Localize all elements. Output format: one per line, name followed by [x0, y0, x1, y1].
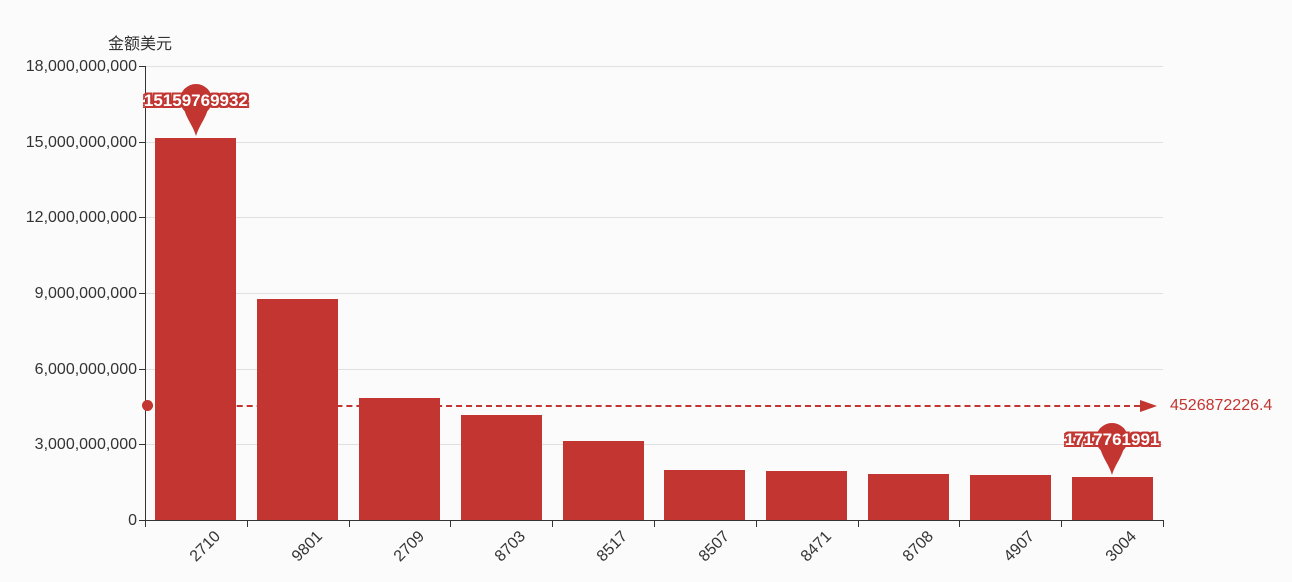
x-axis-label: 2710 — [186, 528, 224, 566]
y-axis-tick — [139, 368, 145, 370]
x-axis-label: 3004 — [1102, 528, 1141, 566]
x-axis-tick — [959, 521, 961, 527]
x-axis-tick — [246, 521, 248, 527]
y-axis-tick — [139, 217, 145, 219]
y-axis-tick — [139, 141, 145, 143]
x-axis-tick — [755, 521, 757, 527]
y-axis-label: 3,000,000,000 — [34, 436, 137, 454]
bar-3004[interactable] — [1071, 476, 1153, 520]
x-axis-label: 8507 — [695, 528, 733, 566]
y-axis-label: 9,000,000,000 — [34, 285, 137, 302]
gridline — [145, 293, 1163, 294]
x-axis-label: 8471 — [797, 528, 835, 566]
y-axis-tick — [139, 293, 145, 294]
y-axis-label: 0 — [128, 512, 137, 529]
x-axis-tick — [1163, 521, 1164, 527]
bar-8517[interactable] — [562, 441, 644, 520]
x-axis-tick — [348, 521, 350, 527]
average-line-start-dot — [141, 400, 153, 412]
y-axis-tick — [139, 520, 145, 521]
gridline — [145, 444, 1163, 446]
x-axis-label: 4907 — [1001, 528, 1039, 566]
x-axis-tick — [857, 521, 859, 527]
x-axis-tick — [552, 521, 554, 527]
bar-9801[interactable] — [257, 298, 339, 520]
max-marker-pin-label: 15159769932 — [143, 90, 248, 110]
gridline — [145, 66, 1163, 67]
gridline — [145, 141, 1163, 143]
bar-8507[interactable] — [664, 470, 746, 520]
average-line-label: 4526872226.4 — [1170, 396, 1273, 414]
min-marker-pin-label: 1717761991 — [1064, 429, 1160, 449]
x-axis-tick — [1061, 521, 1063, 527]
gridline — [145, 368, 1163, 370]
arrow-right-icon — [1140, 399, 1157, 412]
x-axis-tick — [450, 521, 452, 527]
bar-8708[interactable] — [868, 473, 949, 520]
y-axis-label: 18,000,000,000 — [25, 58, 137, 75]
y-axis-tick — [139, 444, 145, 446]
min-marker-pin-icon — [1096, 422, 1129, 475]
x-axis-label: 8517 — [593, 528, 632, 566]
y-axis-label: 6,000,000,000 — [34, 360, 137, 378]
y-axis-tick — [139, 66, 145, 67]
x-axis-label: 8708 — [899, 528, 937, 566]
bar-2710[interactable] — [155, 137, 237, 520]
x-axis-label: 2709 — [390, 528, 428, 566]
y-axis-title: 金额美元 — [108, 36, 173, 53]
max-marker-pin-icon — [179, 83, 212, 136]
y-axis-label: 12,000,000,000 — [25, 209, 137, 227]
x-axis-label: 8703 — [492, 528, 530, 566]
bar-4907[interactable] — [969, 474, 1051, 520]
gridline — [145, 217, 1163, 219]
x-axis-tick — [145, 521, 146, 527]
x-axis-line — [145, 520, 1164, 521]
y-axis-line — [145, 66, 146, 521]
bar-8703[interactable] — [460, 415, 542, 520]
y-axis-label: 15,000,000,000 — [25, 133, 137, 151]
x-axis-tick — [654, 521, 655, 527]
bar-8471[interactable] — [766, 471, 848, 520]
average-line — [147, 404, 1140, 407]
x-axis-label: 9801 — [288, 528, 326, 566]
bar-2709[interactable] — [359, 398, 440, 520]
